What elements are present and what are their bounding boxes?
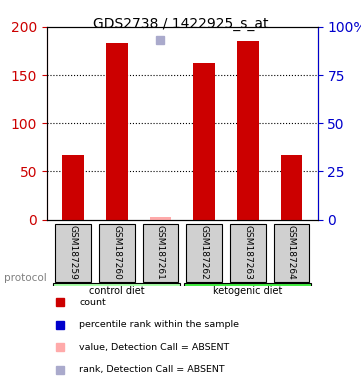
FancyBboxPatch shape	[55, 223, 91, 282]
FancyBboxPatch shape	[274, 223, 309, 282]
Text: ketogenic diet: ketogenic diet	[213, 286, 283, 296]
Bar	[106, 43, 128, 220]
Bar	[193, 63, 215, 220]
Text: value, Detection Call = ABSENT: value, Detection Call = ABSENT	[79, 343, 230, 352]
Text: GSM187259: GSM187259	[69, 225, 78, 280]
Text: control diet: control diet	[89, 286, 145, 296]
FancyBboxPatch shape	[99, 223, 135, 282]
FancyBboxPatch shape	[143, 223, 178, 282]
Bar	[62, 155, 84, 220]
Bar	[280, 155, 303, 220]
Text: rank, Detection Call = ABSENT: rank, Detection Call = ABSENT	[79, 366, 225, 374]
Text: percentile rank within the sample: percentile rank within the sample	[79, 320, 239, 329]
FancyBboxPatch shape	[53, 283, 180, 298]
Text: GDS2738 / 1422925_s_at: GDS2738 / 1422925_s_at	[93, 17, 268, 31]
FancyBboxPatch shape	[186, 223, 222, 282]
Bar	[237, 41, 259, 220]
Text: GSM187264: GSM187264	[287, 225, 296, 280]
Text: GSM187263: GSM187263	[243, 225, 252, 280]
Text: GSM187261: GSM187261	[156, 225, 165, 280]
Text: count: count	[79, 298, 106, 307]
Text: protocol: protocol	[4, 273, 46, 283]
FancyBboxPatch shape	[230, 223, 266, 282]
Text: GSM187260: GSM187260	[112, 225, 121, 280]
Text: GSM187262: GSM187262	[200, 225, 209, 280]
Bar	[149, 217, 171, 220]
FancyBboxPatch shape	[184, 283, 311, 298]
